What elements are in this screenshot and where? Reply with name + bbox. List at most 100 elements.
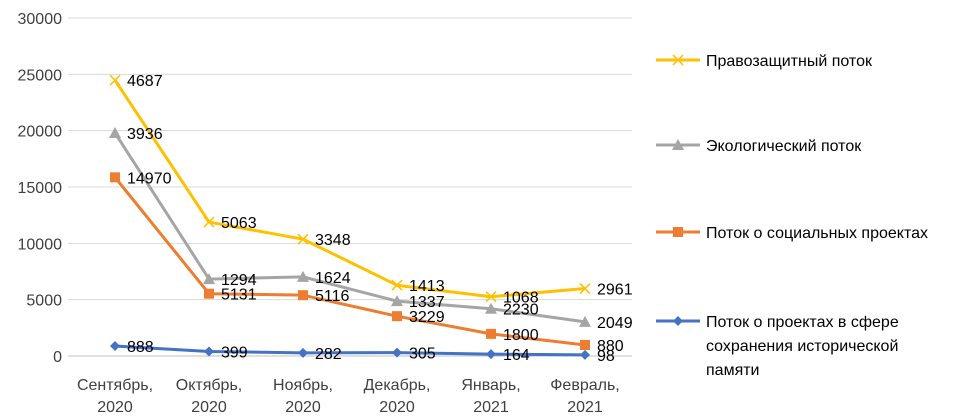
series-1-data-label-2: 5116 (315, 288, 350, 305)
series-1-data-label-5: 880 (597, 338, 624, 355)
x-tick-label-4: Январь, 2021 (461, 377, 520, 413)
series-1-point-0 (110, 172, 120, 183)
legend-label-line: Поток о проектах в сфере (706, 314, 899, 331)
marker-stroke (297, 233, 309, 245)
series-1-point-3 (392, 311, 402, 322)
series-0-point-3 (392, 347, 402, 358)
series-2-data-label-0: 3936 (127, 126, 163, 143)
series-0-point-0 (110, 340, 120, 351)
series-0-data-label-3: 305 (409, 346, 436, 363)
series-0-point-1 (204, 346, 214, 357)
series-3-point-4 (485, 291, 497, 303)
x-tick-label-line: Октябрь, (176, 377, 242, 394)
x-tick-label-line: 2020 (97, 399, 133, 413)
series-2-data-label-3: 1337 (409, 294, 445, 311)
series-3-point-2 (297, 233, 309, 245)
series-3-point-0 (109, 74, 121, 86)
series-1-point-2 (298, 290, 308, 301)
series-0-point-4 (486, 349, 496, 360)
x-tick-label-3: Декабрь, 2020 (364, 377, 431, 413)
series-0-point-5 (580, 349, 590, 360)
series-3-point-3 (391, 279, 403, 291)
legend-label-line: Поток о социальных проектах (706, 225, 928, 242)
series-0-data-label-5: 98 (597, 348, 615, 365)
series-2-data-label-1: 1294 (221, 272, 257, 289)
series-3-point-1 (203, 216, 215, 228)
series-2-point-5 (579, 315, 591, 327)
series-1-point-5 (580, 339, 590, 350)
series-2-point-2 (297, 270, 309, 282)
series-0-data-label-0: 888 (127, 339, 154, 356)
legend-label-1: Поток о социальных проектах (706, 225, 928, 242)
series-3-data-label-3: 1413 (409, 278, 445, 295)
series-1-point-1 (204, 288, 214, 299)
y-tick-label-15000: 15000 (18, 180, 63, 197)
series-3-line (113, 79, 586, 299)
series-1-data-label-3: 3229 (409, 309, 445, 326)
series-3-data-label-0: 4687 (127, 73, 163, 90)
x-tick-label-line: 2020 (379, 399, 415, 413)
series-3-data-label-4: 1068 (503, 290, 539, 307)
series-markers (109, 74, 591, 360)
marker-stroke (109, 74, 121, 86)
legend-marker-1 (673, 227, 683, 237)
series-2-data-label-5: 2049 (597, 315, 633, 332)
y-tick-label-10000: 10000 (18, 236, 63, 253)
legend-marker-2 (672, 139, 684, 150)
series-2-data-label-2: 1624 (315, 270, 351, 287)
x-tick-label-line: 2021 (473, 399, 509, 413)
legend-label-3: Правозащитный поток (706, 53, 873, 70)
legend-label-2: Экологический поток (706, 138, 862, 155)
marker-stroke (203, 216, 215, 228)
y-tick-label-20000: 20000 (18, 124, 63, 141)
series-0-point-2 (298, 347, 308, 358)
legend-item-2: Экологический поток (656, 138, 862, 155)
x-tick-label-2: Ноябрь, 2020 (273, 377, 333, 413)
series-2-point-0 (109, 126, 121, 138)
series-1-point-4 (486, 328, 496, 339)
marker-stroke (672, 54, 684, 66)
x-tick-label-5: Февраль, 2021 (550, 377, 619, 413)
legend: Правозащитный поток Экологический поток По… (656, 53, 928, 379)
x-tick-label-line: 2020 (191, 399, 227, 413)
series-2-point-3 (391, 295, 403, 307)
series-0-data-label-4: 164 (503, 347, 530, 364)
x-tick-label-1: Октябрь, 2020 (176, 377, 242, 413)
legend-label-line: сохранения исторической (706, 338, 898, 355)
y-tick-label-0: 0 (53, 349, 62, 366)
x-tick-label-line: Сентябрь, (77, 377, 153, 394)
y-tick-label-25000: 25000 (18, 67, 63, 84)
x-tick-label-line: Февраль, (550, 377, 619, 394)
series-2-point-1 (203, 273, 215, 285)
x-tick-label-0: Сентябрь, 2020 (77, 377, 153, 413)
x-tick-label-line: Декабрь, (364, 377, 431, 394)
series-1-line (113, 176, 586, 347)
legend-label-line: Экологический поток (706, 138, 862, 155)
legend-label-0: Поток о проектах в сфере сохранения истор… (706, 314, 899, 379)
x-tick-label-line: 2021 (567, 399, 603, 413)
legend-item-1: Поток о социальных проектах (656, 225, 928, 242)
y-tick-label-30000: 30000 (18, 11, 63, 28)
y-axis-ticks: 0 5000 10000 15000 20000 25000 30000 (18, 11, 63, 366)
data-labels: 888 399 282 305 164 98 14970 5131 5116 3229 1800 88… (127, 73, 633, 365)
series-3-data-label-1: 5063 (221, 215, 257, 232)
series-0-data-label-1: 399 (221, 345, 248, 362)
y-tick-label-5000: 5000 (26, 293, 62, 310)
series-2-point-4 (485, 302, 497, 314)
legend-label-line: памяти (706, 362, 760, 379)
series-0-data-label-2: 282 (315, 346, 342, 363)
x-tick-label-line: Ноябрь, (273, 377, 333, 394)
marker-stroke (391, 279, 403, 291)
series-1-data-label-0: 14970 (127, 170, 172, 187)
legend-marker-3 (672, 54, 684, 66)
series-2-data-label-4: 2230 (503, 302, 539, 319)
series-3-data-label-2: 3348 (315, 232, 351, 249)
series-0-line (114, 344, 586, 357)
marker-stroke (579, 283, 591, 295)
series-lines (113, 79, 586, 357)
series-1-data-label-4: 1800 (503, 327, 539, 344)
series-2-line (113, 132, 586, 324)
